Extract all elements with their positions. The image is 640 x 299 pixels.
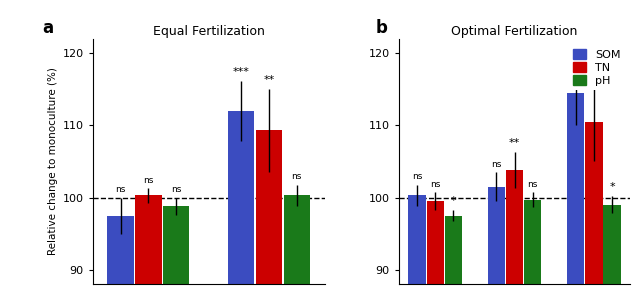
Title: Optimal Fertilization: Optimal Fertilization (451, 25, 578, 38)
Bar (256, 130, 282, 284)
Bar (426, 201, 444, 284)
Y-axis label: Relative change to monoculture (%): Relative change to monoculture (%) (49, 68, 58, 255)
Bar (408, 195, 426, 284)
Bar (488, 187, 505, 284)
Bar (163, 206, 189, 284)
Bar (585, 122, 603, 284)
Text: b: b (376, 19, 387, 37)
Text: **: ** (509, 138, 520, 149)
Text: ns: ns (115, 185, 125, 194)
Bar (604, 205, 621, 284)
Text: ***: *** (567, 47, 584, 57)
Bar (524, 200, 541, 284)
Text: *: * (451, 196, 456, 206)
Text: ns: ns (171, 185, 181, 194)
Text: ns: ns (412, 172, 422, 181)
Bar (135, 195, 161, 284)
Bar (506, 170, 524, 284)
Text: ***: *** (233, 67, 250, 77)
Text: ns: ns (143, 176, 154, 184)
Bar (284, 195, 310, 284)
Text: *: * (609, 182, 615, 193)
Title: Equal Fertilization: Equal Fertilization (153, 25, 264, 38)
Text: ns: ns (292, 172, 302, 181)
Text: ***: *** (586, 68, 602, 79)
Text: ns: ns (527, 180, 538, 189)
Legend: SOM, TN, pH: SOM, TN, pH (568, 45, 625, 90)
Bar (108, 216, 134, 284)
Bar (228, 111, 255, 284)
Bar (567, 93, 584, 284)
Text: a: a (42, 19, 53, 37)
Text: ns: ns (491, 160, 502, 169)
Text: ns: ns (430, 180, 440, 189)
Bar (445, 216, 462, 284)
Text: **: ** (264, 75, 275, 85)
